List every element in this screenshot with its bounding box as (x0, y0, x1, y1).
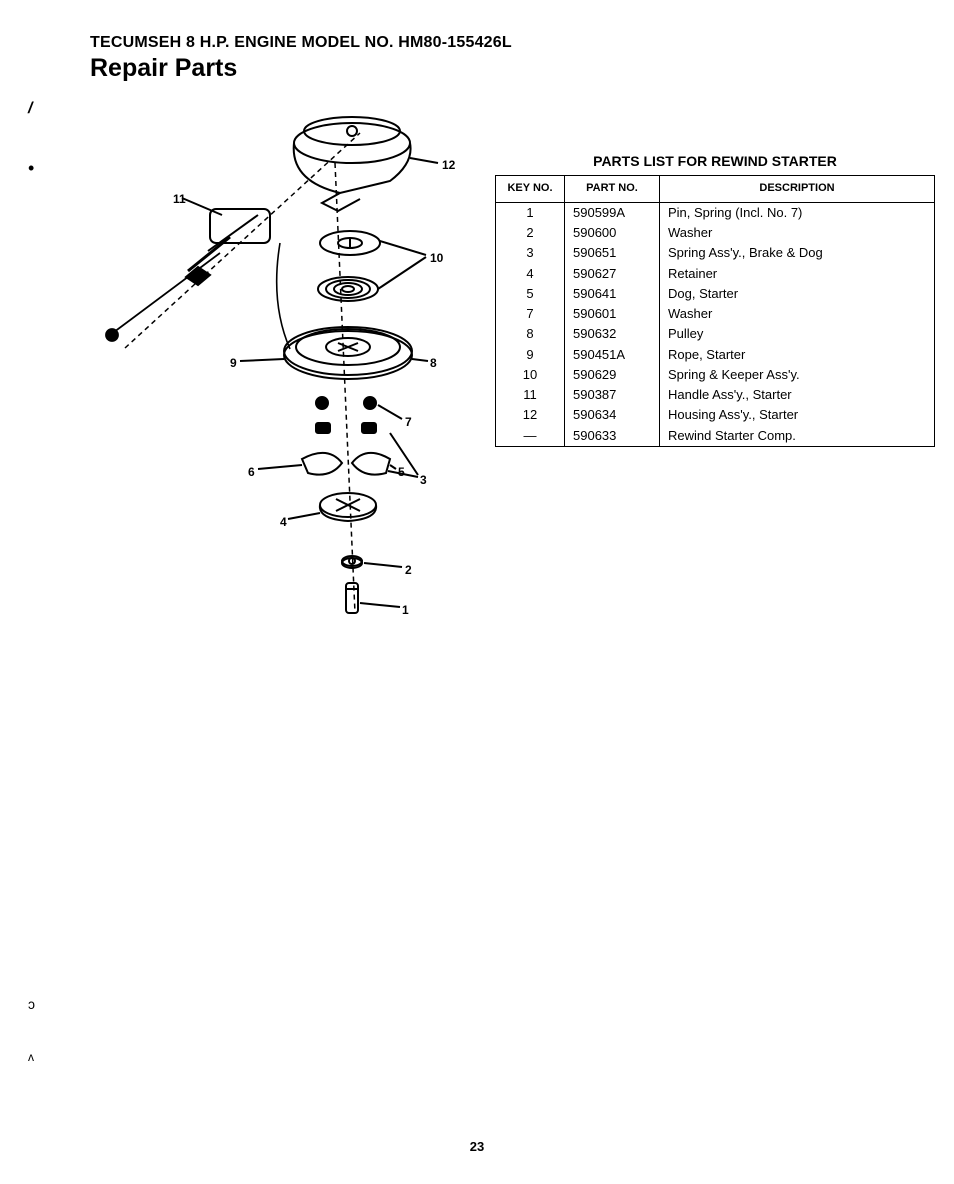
cell-key: — (496, 426, 565, 447)
page-title: Repair Parts (90, 54, 914, 83)
cell-part: 590387 (565, 385, 660, 405)
model-line: TECUMSEH 8 H.P. ENGINE MODEL NO. HM80-15… (90, 34, 914, 52)
callout-4: 4 (280, 515, 287, 529)
parts-table: KEY NO. PART NO. DESCRIPTION 1590599APin… (495, 175, 935, 447)
scan-artifact: / (28, 100, 32, 118)
table-row: 8590632Pulley (496, 324, 935, 344)
cell-part: 590601 (565, 304, 660, 324)
cell-key: 8 (496, 324, 565, 344)
callout-1: 1 (402, 603, 409, 617)
cell-desc: Pin, Spring (Incl. No. 7) (660, 202, 935, 223)
table-row: 5590641Dog, Starter (496, 284, 935, 304)
callout-6: 6 (248, 465, 255, 479)
scan-artifact: ɔ (28, 996, 35, 1012)
table-row: 11590387Handle Ass'y., Starter (496, 385, 935, 405)
callout-7: 7 (405, 415, 412, 429)
cell-desc: Dog, Starter (660, 284, 935, 304)
table-row: 2590600Washer (496, 223, 935, 243)
table-row: 4590627Retainer (496, 264, 935, 284)
table-row: 1590599APin, Spring (Incl. No. 7) (496, 202, 935, 223)
cell-desc: Rewind Starter Comp. (660, 426, 935, 447)
cell-desc: Retainer (660, 264, 935, 284)
cell-key: 7 (496, 304, 565, 324)
callout-10: 10 (430, 251, 443, 265)
table-row: 9590451ARope, Starter (496, 345, 935, 365)
cell-key: 11 (496, 385, 565, 405)
cell-part: 590641 (565, 284, 660, 304)
cell-key: 9 (496, 345, 565, 365)
cell-key: 2 (496, 223, 565, 243)
cell-part: 590634 (565, 405, 660, 425)
table-row: 12590634Housing Ass'y., Starter (496, 405, 935, 425)
cell-part: 590633 (565, 426, 660, 447)
scan-artifact: • (28, 158, 34, 179)
cell-key: 12 (496, 405, 565, 425)
cell-desc: Spring Ass'y., Brake & Dog (660, 243, 935, 263)
cell-desc: Washer (660, 223, 935, 243)
cell-key: 10 (496, 365, 565, 385)
cell-desc: Spring & Keeper Ass'y. (660, 365, 935, 385)
callout-5: 5 (398, 465, 405, 479)
col-key: KEY NO. (496, 176, 565, 203)
cell-desc: Rope, Starter (660, 345, 935, 365)
callout-9: 9 (230, 356, 237, 370)
cell-part: 590600 (565, 223, 660, 243)
exploded-diagram: 12 11 10 9 8 7 6 5 4 3 2 1 (90, 103, 495, 623)
page-number: 23 (0, 1139, 954, 1154)
callout-12: 12 (442, 158, 455, 172)
cell-key: 3 (496, 243, 565, 263)
callout-11: 11 (173, 192, 186, 206)
table-row: 10590629Spring & Keeper Ass'y. (496, 365, 935, 385)
cell-key: 4 (496, 264, 565, 284)
cell-part: 590451A (565, 345, 660, 365)
cell-desc: Washer (660, 304, 935, 324)
cell-part: 590629 (565, 365, 660, 385)
cell-part: 590651 (565, 243, 660, 263)
callout-2: 2 (405, 563, 412, 577)
table-row: —590633Rewind Starter Comp. (496, 426, 935, 447)
table-title: PARTS LIST FOR REWIND STARTER (495, 153, 935, 169)
scan-artifact: ʌ (28, 1050, 34, 1064)
cell-part: 590599A (565, 202, 660, 223)
cell-part: 590632 (565, 324, 660, 344)
cell-key: 1 (496, 202, 565, 223)
col-desc: DESCRIPTION (660, 176, 935, 203)
callout-3: 3 (420, 473, 427, 487)
cell-desc: Pulley (660, 324, 935, 344)
cell-part: 590627 (565, 264, 660, 284)
cell-desc: Handle Ass'y., Starter (660, 385, 935, 405)
cell-desc: Housing Ass'y., Starter (660, 405, 935, 425)
col-part: PART NO. (565, 176, 660, 203)
table-row: 7590601Washer (496, 304, 935, 324)
callout-8: 8 (430, 356, 437, 370)
cell-key: 5 (496, 284, 565, 304)
table-row: 3590651Spring Ass'y., Brake & Dog (496, 243, 935, 263)
